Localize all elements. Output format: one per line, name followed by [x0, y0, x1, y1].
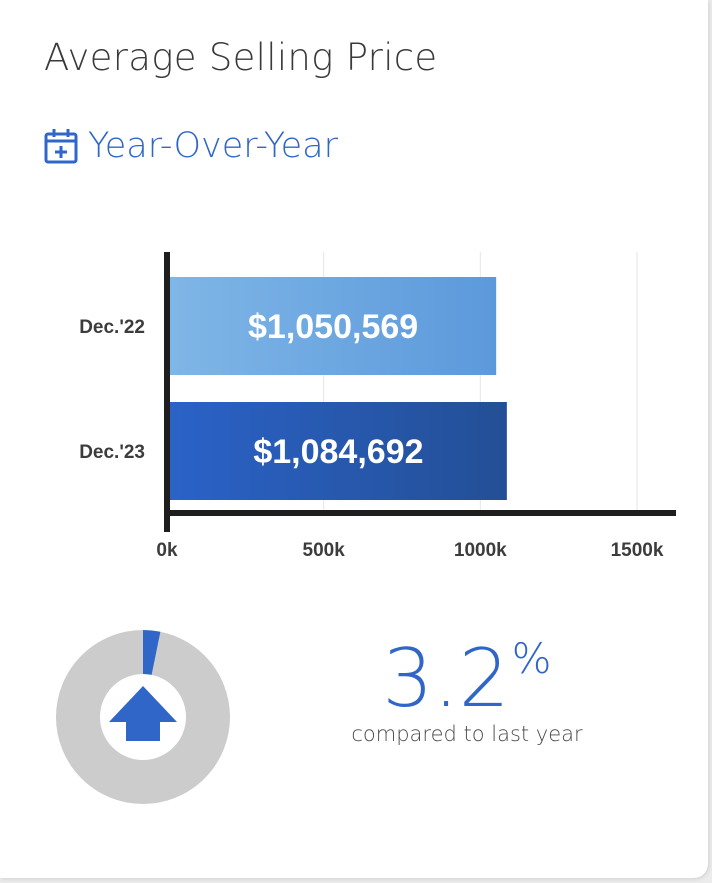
change-percentage: 3.2%: [340, 636, 594, 722]
x-tick-label: 1000k: [454, 540, 507, 561]
calendar-plus-icon: [44, 129, 78, 164]
change-caption: compared to last year: [351, 722, 583, 746]
arrow-up-icon: [109, 686, 177, 741]
category-label: Dec.'22: [79, 317, 145, 338]
chart-axes: Dec.'22 Dec.'23 0k 500k 1000k 1500k: [79, 252, 676, 561]
change-value: 3.2: [382, 632, 510, 725]
card-title: Average Selling Price: [44, 36, 438, 79]
x-tick-label: 500k: [303, 540, 346, 561]
bar-1: [170, 402, 507, 500]
bar-data-label: $1,050,569: [248, 308, 418, 346]
x-tick-label: 0k: [156, 540, 178, 561]
bar-data-label: $1,084,692: [253, 433, 423, 471]
period-selector[interactable]: Year-Over-Year: [44, 126, 338, 166]
change-gauge: [56, 630, 230, 804]
gauge-progress-arc: [142, 630, 161, 675]
bar-0: [170, 277, 497, 375]
change-unit: %: [511, 634, 552, 683]
selling-price-bar-chart: $1,050,569 $1,084,692 Dec.'22 Dec.'23 0k 500…: [79, 252, 676, 561]
category-label: Dec.'23: [79, 442, 145, 463]
chart-bars: $1,050,569 $1,084,692: [170, 277, 507, 500]
period-label: Year-Over-Year: [88, 126, 338, 166]
x-tick-label: 1500k: [611, 540, 664, 561]
